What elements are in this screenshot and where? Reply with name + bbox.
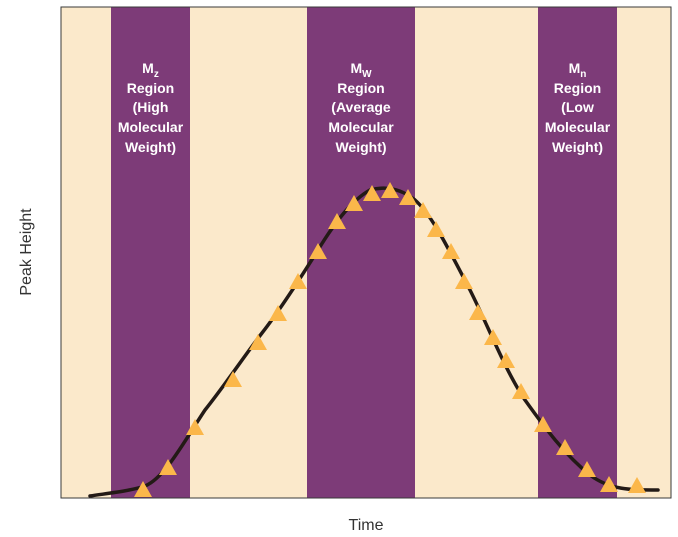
triangle-marker-icon [399, 189, 417, 205]
x-axis-label: Time [349, 517, 384, 534]
mz-line-3: Molecular [118, 119, 184, 135]
triangle-marker-icon [469, 304, 487, 320]
mz-region-band [111, 7, 190, 498]
triangle-marker-icon [628, 477, 646, 493]
triangle-marker-icon [224, 371, 242, 387]
mz-symbol: M [142, 60, 154, 76]
triangle-marker-icon [309, 243, 327, 259]
triangle-marker-icon [497, 352, 515, 368]
mz-line-1: Region [127, 80, 174, 96]
triangle-marker-icon [159, 459, 177, 475]
mw-region-label: MW Region (Average Molecular Weight) [328, 60, 394, 155]
svg-text:MW: MW [350, 60, 372, 80]
mw-symbol: M [350, 60, 362, 76]
mn-line-1: Region [554, 80, 601, 96]
triangle-marker-icon [328, 213, 346, 229]
triangle-marker-icon [134, 481, 152, 497]
mn-line-2: (Low [561, 99, 594, 115]
mn-region-label: Mn Region (Low Molecular Weight) [545, 60, 611, 155]
mw-region-band [307, 7, 415, 498]
mn-line-4: Weight) [552, 139, 603, 155]
mn-subscript: n [580, 69, 586, 80]
mw-line-1: Region [337, 80, 384, 96]
mw-line-3: Molecular [328, 119, 394, 135]
triangle-marker-icon [363, 185, 381, 201]
triangle-marker-icon [414, 202, 432, 218]
mw-line-4: Weight) [335, 139, 386, 155]
triangle-marker-icon [249, 334, 267, 350]
triangle-marker-icon [381, 182, 399, 198]
triangle-marker-icon [578, 461, 596, 477]
mz-line-4: Weight) [125, 139, 176, 155]
mz-line-2: (High [133, 99, 169, 115]
triangle-marker-icon [455, 273, 473, 289]
mn-region-band [538, 7, 617, 498]
triangle-marker-icon [269, 305, 287, 321]
mn-line-3: Molecular [545, 119, 611, 135]
plot-frame [60, 6, 672, 499]
triangle-markers [134, 182, 646, 497]
triangle-marker-icon [534, 416, 552, 432]
triangle-marker-icon [345, 195, 363, 211]
mn-symbol: M [569, 60, 581, 76]
triangle-marker-icon [512, 383, 530, 399]
mw-subscript: W [362, 69, 372, 80]
triangle-marker-icon [186, 419, 204, 435]
triangle-marker-icon [442, 243, 460, 259]
mz-subscript: z [154, 69, 159, 80]
mw-line-2: (Average [331, 99, 391, 115]
y-axis-label: Peak Height [18, 208, 35, 296]
svg-text:Mz: Mz [142, 60, 159, 80]
triangle-marker-icon [427, 221, 445, 237]
triangle-marker-icon [484, 329, 502, 345]
mz-region-label: Mz Region (High Molecular Weight) [118, 60, 184, 155]
svg-text:Mn: Mn [569, 60, 587, 80]
triangle-marker-icon [600, 476, 618, 492]
triangle-marker-icon [289, 273, 307, 289]
triangle-marker-icon [556, 439, 574, 455]
